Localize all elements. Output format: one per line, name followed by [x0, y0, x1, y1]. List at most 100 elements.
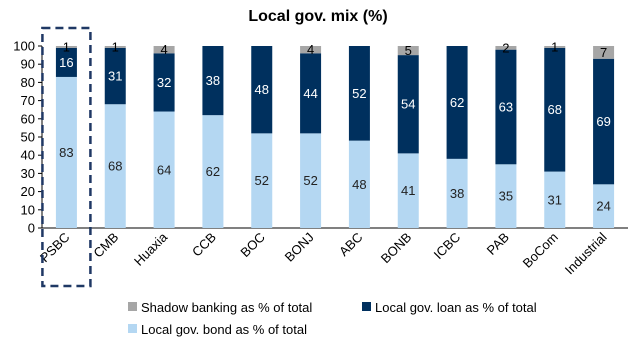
- y-tick-label: 80: [21, 75, 35, 90]
- bar-group: 24 69 7 Industrial: [562, 45, 615, 277]
- y-tick-label: 90: [21, 57, 35, 72]
- bar-segment: [104, 46, 126, 48]
- legend-label: Local gov. loan as % of total: [375, 300, 537, 315]
- bar-segment: [446, 46, 468, 159]
- bar-group: 35 63 2 PAB: [484, 40, 517, 258]
- bar-group: 48 52 ABC: [336, 46, 370, 259]
- x-tick-label: BOC: [237, 230, 268, 261]
- data-label: 1: [63, 39, 70, 54]
- legend-swatch: [128, 302, 137, 311]
- data-label: 1: [551, 39, 558, 54]
- x-tick-label: Huaxia: [131, 229, 171, 269]
- bar-segment: [202, 46, 224, 116]
- data-label: 62: [206, 164, 220, 179]
- legend-swatch: [362, 302, 371, 311]
- data-label: 38: [206, 73, 220, 88]
- data-label: 35: [499, 189, 513, 204]
- y-tick-label: 60: [21, 111, 35, 126]
- x-tick-label: BONB: [378, 230, 415, 267]
- x-tick-label: BONJ: [282, 230, 317, 265]
- bar-segment: [446, 158, 468, 228]
- bars: 83161PSBC68311CMB64324Huaxia6238CCB5248B…: [37, 26, 615, 288]
- data-label: 52: [255, 173, 269, 188]
- bar-segment: [593, 58, 615, 185]
- bar-segment: [300, 133, 322, 228]
- data-label: 44: [303, 86, 317, 101]
- bar-segment: [593, 184, 615, 228]
- data-label: 32: [157, 75, 171, 90]
- data-label: 31: [548, 192, 562, 207]
- bar-group: 52 48 BOC: [237, 46, 273, 261]
- data-label: 31: [108, 69, 122, 84]
- bar-group: 41 54 5 BONB: [378, 43, 419, 266]
- bar-segment: [300, 53, 322, 134]
- bar-segment: [104, 104, 126, 228]
- y-tick-label: 40: [21, 148, 35, 163]
- data-label: 63: [499, 99, 513, 114]
- x-tick-label: BoCom: [520, 230, 561, 271]
- bar-group: 38 62 ICBC: [431, 46, 468, 262]
- bar-segment: [55, 76, 77, 228]
- data-label: 4: [160, 42, 167, 57]
- data-label: 5: [405, 43, 412, 58]
- chart-title: Local gov. mix (%): [248, 8, 387, 25]
- highlight-box: [41, 26, 92, 288]
- data-label: 38: [450, 186, 464, 201]
- bar-segment: [544, 171, 566, 228]
- y-tick-label: 0: [28, 221, 35, 236]
- data-label: 52: [303, 173, 317, 188]
- data-label: 16: [59, 55, 73, 70]
- bar-segment: [593, 46, 615, 59]
- bar-segment: [495, 164, 517, 228]
- y-tick-label: 20: [21, 184, 35, 199]
- x-tick-label: CCB: [189, 230, 219, 260]
- bar-segment: [397, 46, 419, 56]
- data-label: 41: [401, 183, 415, 198]
- legend-label: Shadow banking as % of total: [141, 300, 312, 315]
- data-label: 1: [112, 39, 119, 54]
- bar-segment: [251, 46, 273, 134]
- data-label: 68: [548, 102, 562, 117]
- data-label: 52: [352, 86, 366, 101]
- data-label: 48: [255, 82, 269, 97]
- x-tick-label: ICBC: [431, 230, 464, 263]
- bar-segment: [55, 47, 77, 77]
- bar-group: 31 68 1 BoCom: [520, 39, 566, 271]
- x-tick-label: PAB: [484, 230, 512, 258]
- legend-item: Local gov. loan as % of total: [362, 300, 537, 315]
- data-label: 7: [600, 45, 607, 60]
- bar-segment: [495, 46, 517, 50]
- legend-swatch: [128, 324, 137, 333]
- data-label: 54: [401, 97, 415, 112]
- bar-segment: [104, 47, 126, 105]
- bar-group: 64 32 4 Huaxia: [131, 42, 175, 269]
- bar-segment: [153, 53, 175, 112]
- bar-segment: [348, 140, 370, 228]
- bar-segment: [153, 46, 175, 54]
- bar-segment: [544, 47, 566, 172]
- bar-segment: [495, 49, 517, 165]
- legend: Shadow banking as % of total Local gov. l…: [128, 300, 537, 337]
- bar-segment: [202, 115, 224, 228]
- bar-segment: [153, 111, 175, 228]
- data-label: 48: [352, 177, 366, 192]
- bar-segment: [55, 46, 77, 48]
- x-tick-label: ABC: [336, 230, 366, 260]
- data-label: 64: [157, 162, 171, 177]
- y-tick-label: 100: [13, 39, 35, 54]
- bar-segment: [251, 133, 273, 228]
- bar-segment: [348, 46, 370, 141]
- axes: 0 10 20 30 40 50 60 70 80 90 100: [13, 39, 628, 236]
- bar-group: 68 31 1 CMB: [90, 39, 126, 261]
- bar-segment: [544, 46, 566, 48]
- legend-item: Shadow banking as % of total: [128, 300, 312, 315]
- y-tick-label: 70: [21, 93, 35, 108]
- data-label: 83: [59, 145, 73, 160]
- data-label: 2: [502, 40, 509, 55]
- y-tick-label: 50: [21, 130, 35, 145]
- bar-segment: [397, 153, 419, 228]
- bar-segment: [300, 46, 322, 54]
- data-label: 24: [596, 199, 610, 214]
